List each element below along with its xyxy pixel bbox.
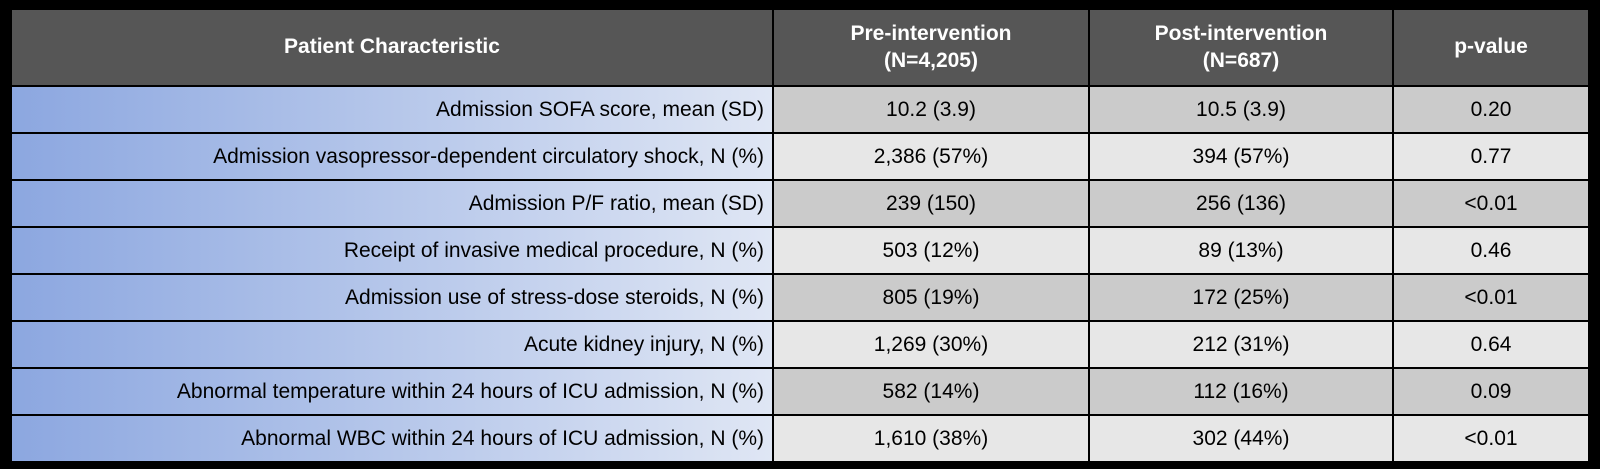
pre-intervention-cell: 239 (150) — [772, 179, 1090, 228]
header-post-intervention-n: (N=687) — [1202, 48, 1280, 72]
pre-intervention-cell: 503 (12%) — [772, 226, 1090, 275]
table-row-sofa-score: Admission SOFA score, mean (SD) 10.2 (3.… — [10, 85, 1590, 134]
post-intervention-cell: 10.5 (3.9) — [1088, 85, 1394, 134]
table-row-invasive-procedure: Receipt of invasive medical procedure, N… — [10, 226, 1590, 275]
pre-intervention-cell: 1,610 (38%) — [772, 414, 1090, 463]
characteristic-cell: Admission vasopressor-dependent circulat… — [10, 132, 774, 181]
header-patient-characteristic: Patient Characteristic — [10, 8, 774, 87]
characteristic-cell: Admission use of stress-dose steroids, N… — [10, 273, 774, 322]
pre-intervention-cell: 1,269 (30%) — [772, 320, 1090, 369]
characteristic-cell: Receipt of invasive medical procedure, N… — [10, 226, 774, 275]
table-canvas: Patient Characteristic Pre-intervention … — [10, 8, 1590, 463]
post-intervention-cell: 212 (31%) — [1088, 320, 1394, 369]
header-row: Patient Characteristic Pre-intervention … — [10, 8, 1590, 87]
characteristic-cell: Abnormal WBC within 24 hours of ICU admi… — [10, 414, 774, 463]
table-row-abnormal-wbc: Abnormal WBC within 24 hours of ICU admi… — [10, 414, 1590, 463]
table-row-pf-ratio: Admission P/F ratio, mean (SD) 239 (150)… — [10, 179, 1590, 228]
table-row-stress-dose-steroids: Admission use of stress-dose steroids, N… — [10, 273, 1590, 322]
header-p-value: p-value — [1392, 8, 1590, 87]
pre-intervention-cell: 582 (14%) — [772, 367, 1090, 416]
header-pre-intervention-n: (N=4,205) — [884, 48, 978, 72]
p-value-cell: <0.01 — [1392, 414, 1590, 463]
p-value-cell: <0.01 — [1392, 273, 1590, 322]
table-row-acute-kidney-injury: Acute kidney injury, N (%) 1,269 (30%) 2… — [10, 320, 1590, 369]
p-value-cell: 0.46 — [1392, 226, 1590, 275]
post-intervention-cell: 112 (16%) — [1088, 367, 1394, 416]
table-row-abnormal-temperature: Abnormal temperature within 24 hours of … — [10, 367, 1590, 416]
p-value-cell: 0.09 — [1392, 367, 1590, 416]
post-intervention-cell: 302 (44%) — [1088, 414, 1394, 463]
header-pre-intervention-label: Pre-intervention — [850, 21, 1012, 45]
p-value-cell: 0.64 — [1392, 320, 1590, 369]
characteristic-cell: Acute kidney injury, N (%) — [10, 320, 774, 369]
p-value-cell: 0.20 — [1392, 85, 1590, 134]
characteristic-cell: Abnormal temperature within 24 hours of … — [10, 367, 774, 416]
post-intervention-cell: 394 (57%) — [1088, 132, 1394, 181]
header-post-intervention-label: Post-intervention — [1154, 21, 1328, 45]
header-pre-intervention: Pre-intervention (N=4,205) — [772, 8, 1090, 87]
characteristic-cell: Admission P/F ratio, mean (SD) — [10, 179, 774, 228]
pre-intervention-cell: 2,386 (57%) — [772, 132, 1090, 181]
patient-characteristics-table: Patient Characteristic Pre-intervention … — [10, 8, 1590, 463]
post-intervention-cell: 172 (25%) — [1088, 273, 1394, 322]
post-intervention-cell: 89 (13%) — [1088, 226, 1394, 275]
post-intervention-cell: 256 (136) — [1088, 179, 1394, 228]
pre-intervention-cell: 10.2 (3.9) — [772, 85, 1090, 134]
table-row-circulatory-shock: Admission vasopressor-dependent circulat… — [10, 132, 1590, 181]
p-value-cell: <0.01 — [1392, 179, 1590, 228]
p-value-cell: 0.77 — [1392, 132, 1590, 181]
header-post-intervention: Post-intervention (N=687) — [1088, 8, 1394, 87]
pre-intervention-cell: 805 (19%) — [772, 273, 1090, 322]
characteristic-cell: Admission SOFA score, mean (SD) — [10, 85, 774, 134]
